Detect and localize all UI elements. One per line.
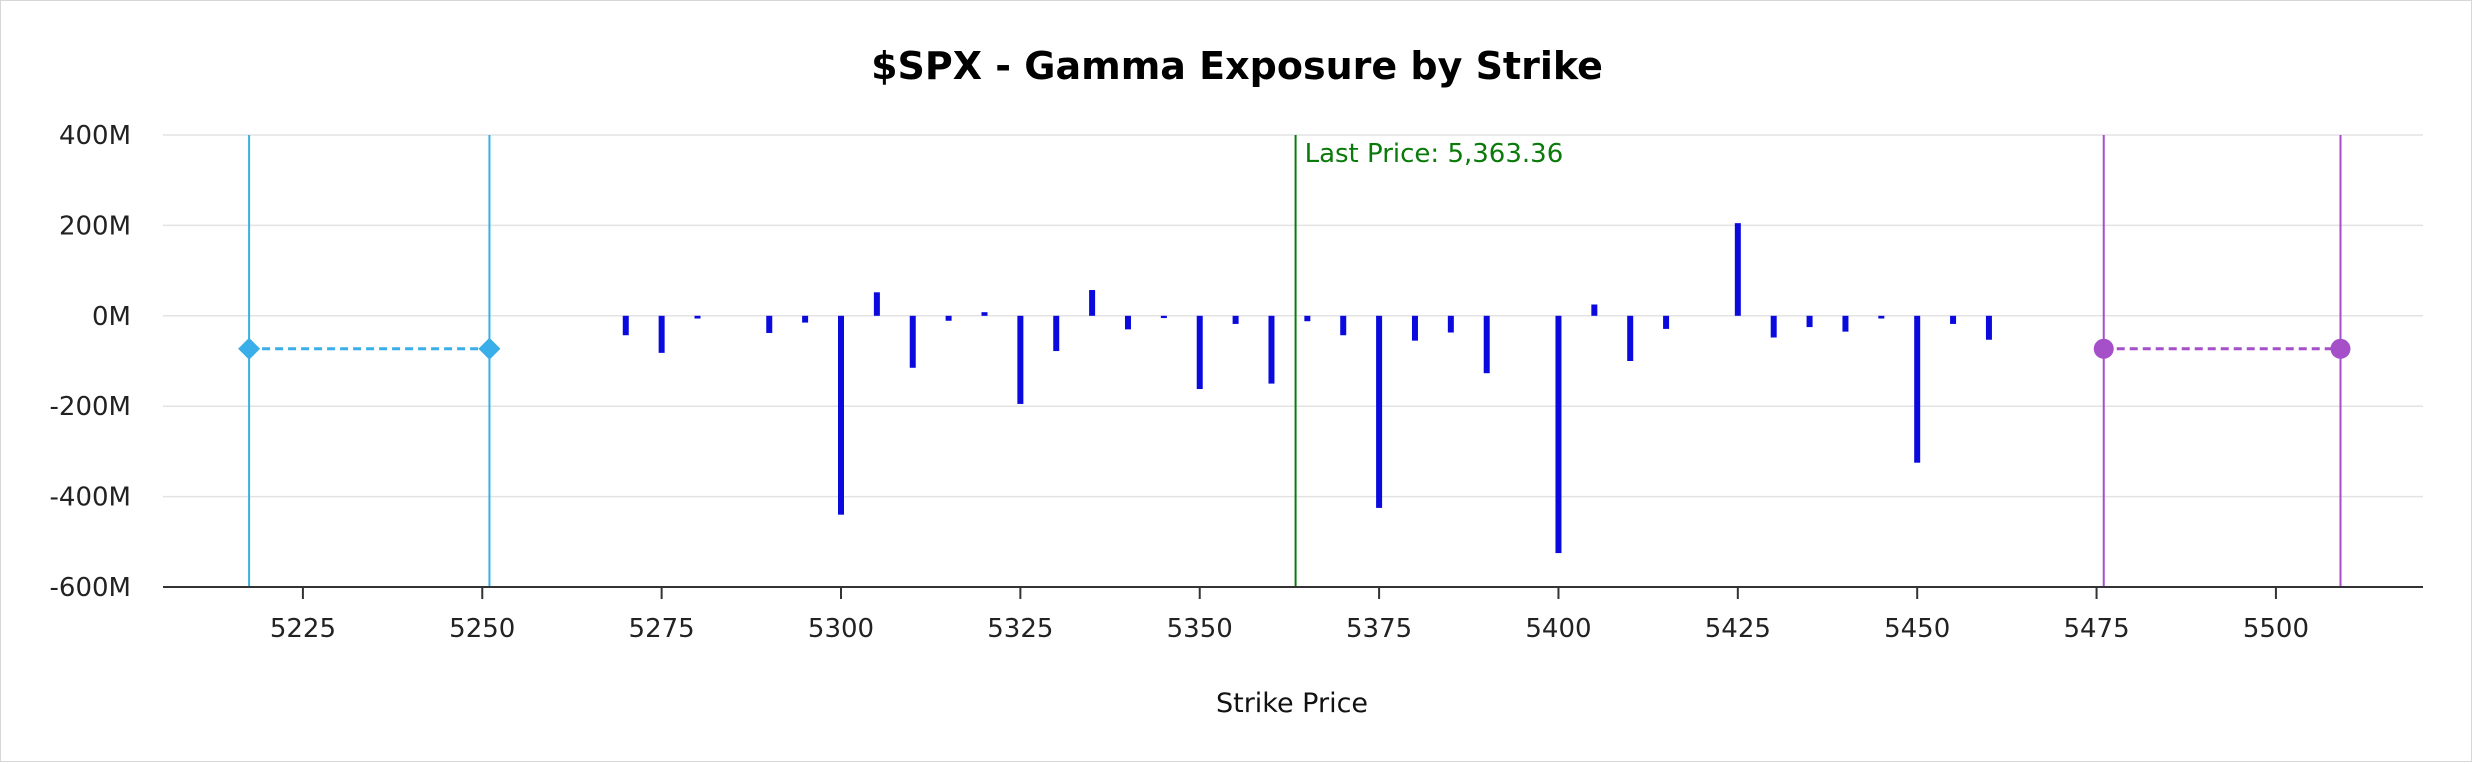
x-tick-label: 5375 [1346,614,1412,644]
gamma-bar [1447,315,1454,333]
left-range-diamond-marker [478,337,501,360]
gamma-bar [1914,315,1921,463]
gamma-bar [622,315,629,336]
x-tick-label: 5275 [629,614,695,644]
x-tick-label: 5475 [2063,614,2129,644]
gamma-bar [694,315,701,319]
grid-lines [163,134,2423,498]
gamma-bar [1160,315,1167,319]
gamma-bar [1842,315,1849,332]
gamma-bar [1663,315,1670,329]
y-tick-label: -200M [50,392,131,422]
x-tick-label: 5350 [1167,614,1233,644]
range-markers [238,337,2351,360]
x-tick-label: 5425 [1705,614,1771,644]
gamma-bar [945,315,952,321]
gamma-bar [1878,315,1885,319]
gamma-bars [622,223,1992,554]
y-tick-label: -600M [50,573,131,603]
gamma-bar [1053,315,1060,352]
axes: 400M 200M 0M -200M -400M -600M 5225 5250 5275 530… [50,121,2423,644]
gamma-bar [1232,315,1239,324]
x-tick-label: 5500 [2243,614,2309,644]
left-range-diamond-marker [238,337,261,360]
chart-title: $SPX - Gamma Exposure by Strike [871,44,1603,88]
gamma-bar [1555,315,1562,554]
last-price-label: Last Price: 5,363.36 [1305,139,1564,169]
gamma-bar [1340,315,1347,336]
x-tick-label: 5250 [449,614,515,644]
gamma-bar [1806,315,1813,328]
gamma-bar [981,312,988,316]
gamma-bar [1734,223,1741,316]
x-tick-label: 5400 [1525,614,1591,644]
gamma-bar [1268,315,1275,384]
gamma-bar [1950,315,1957,324]
x-tick-label: 5450 [1884,614,1950,644]
range-lines [248,135,2342,587]
gamma-bar [1627,315,1634,361]
right-range-circle-marker [2093,338,2114,359]
gamma-bar [1089,290,1096,316]
y-tick-label: 200M [59,211,131,241]
gamma-bar [1411,315,1418,341]
gamma-bar [1985,315,1992,340]
gamma-bar [1017,315,1024,404]
gamma-bar [873,292,880,316]
right-range-circle-marker [2330,338,2351,359]
gamma-bar [1770,315,1777,338]
gamma-bar [766,315,773,333]
y-tick-label: 0M [92,302,131,332]
gamma-bar [1483,315,1490,374]
gamma-bar [802,315,809,323]
gamma-bar [1124,315,1131,330]
x-tick-label: 5325 [987,614,1053,644]
gamma-bar [1591,304,1598,316]
gamma-bar [658,315,665,353]
x-tick-label: 5225 [270,614,336,644]
last-price-marker: Last Price: 5,363.36 [1294,135,1564,587]
y-tick-label: 400M [59,121,131,151]
gamma-bar [1196,315,1203,390]
gamma-bar [1376,315,1383,508]
x-axis-label: Strike Price [1216,688,1368,719]
y-tick-label: -400M [50,483,131,513]
gamma-bar [1304,315,1311,322]
gamma-bar [838,315,844,515]
gamma-bar [909,315,916,368]
x-tick-label: 5300 [808,614,874,644]
